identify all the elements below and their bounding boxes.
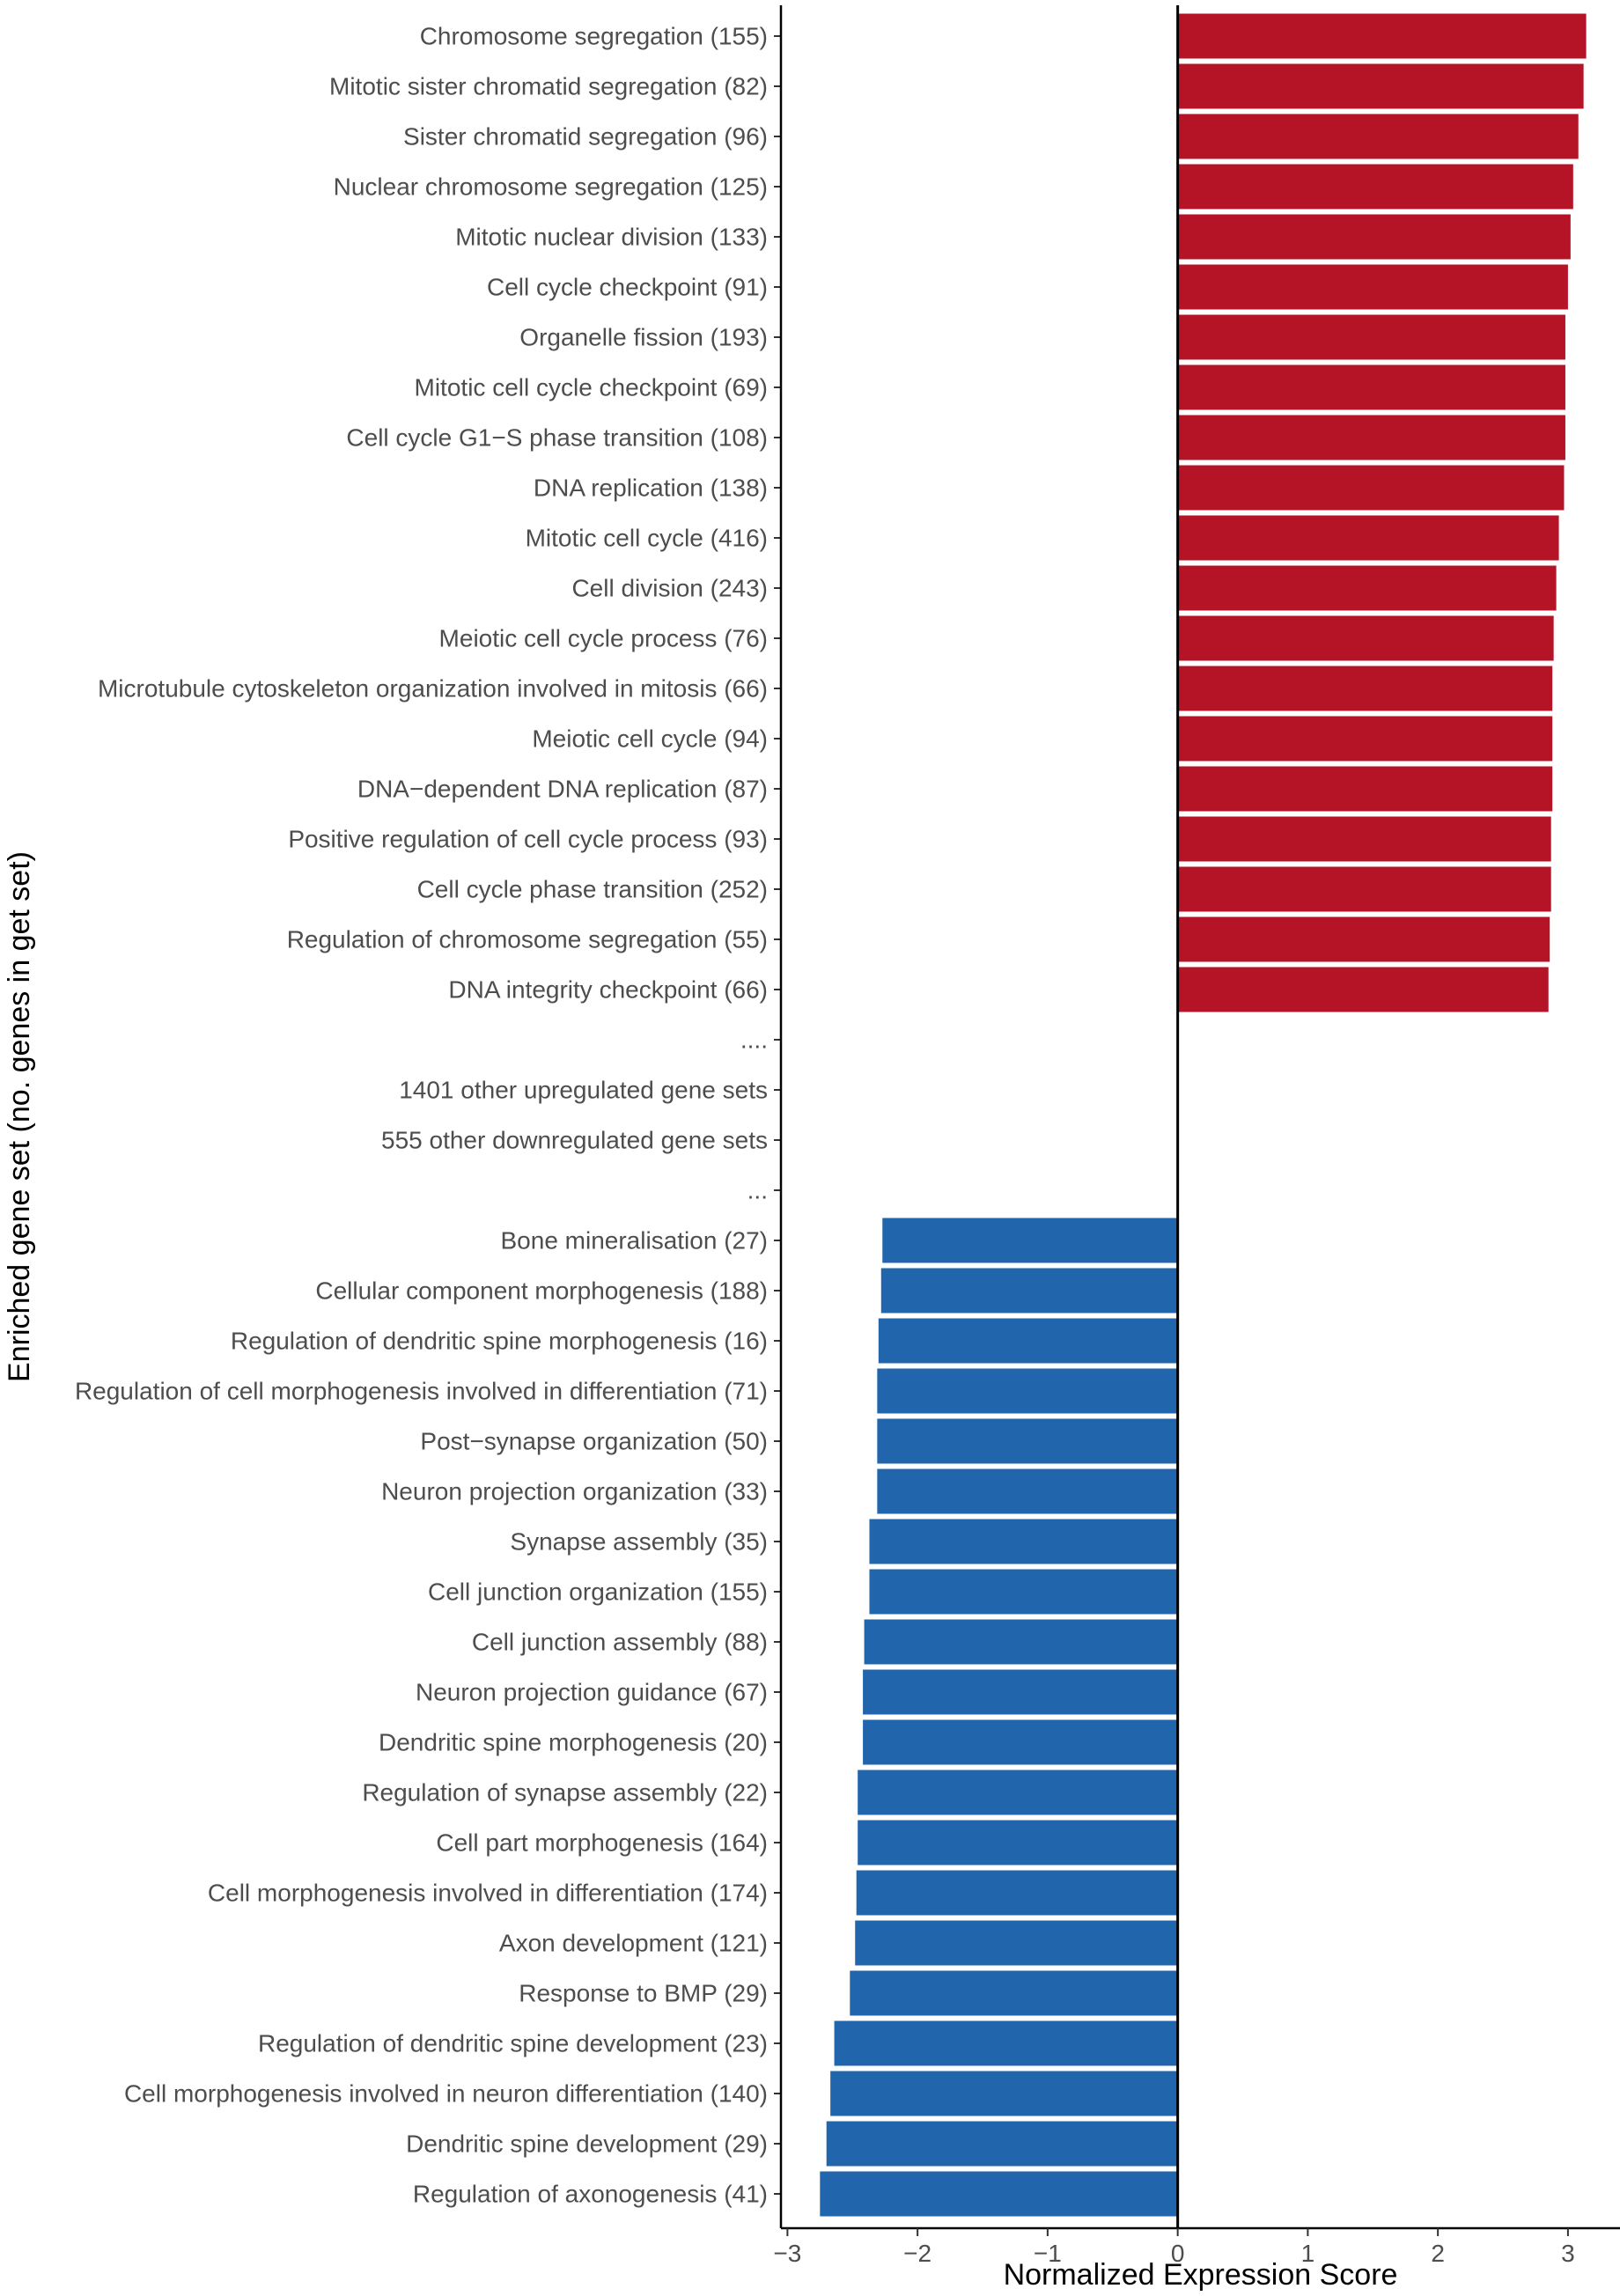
bar	[1177, 916, 1550, 962]
bar	[880, 1268, 1178, 1314]
category-label: Cell cycle G1−S phase transition (108)	[346, 424, 768, 452]
bar	[834, 2020, 1178, 2066]
bar	[1177, 63, 1584, 109]
bar	[1177, 766, 1553, 812]
bar	[1177, 364, 1565, 410]
category-label: Mitotic cell cycle (416)	[526, 525, 768, 552]
x-ticks: −3 −2 −1 0 1 2 3	[773, 2228, 1575, 2267]
category-label: Synapse assembly (35)	[510, 1528, 768, 1556]
category-label: Cell part morphogenesis (164)	[436, 1829, 768, 1857]
bar	[1177, 666, 1553, 711]
category-label: Sister chromatid segregation (96)	[403, 123, 768, 151]
category-label: Regulation of dendritic spine morphogene…	[231, 1328, 768, 1355]
category-label: Cell junction assembly (88)	[472, 1629, 768, 1656]
category-label: 555 other downregulated gene sets	[381, 1127, 768, 1154]
category-label: Positive regulation of cell cycle proces…	[288, 826, 768, 853]
category-label: Regulation of cell morphogenesis involve…	[75, 1378, 768, 1405]
bar	[864, 1619, 1178, 1665]
category-label: Neuron projection guidance (67)	[416, 1679, 768, 1706]
category-label: DNA integrity checkpoint (66)	[448, 976, 768, 1004]
category-label: Mitotic nuclear division (133)	[455, 224, 768, 251]
bar	[858, 1770, 1178, 1815]
bar	[856, 1870, 1178, 1916]
y-ticks	[774, 35, 781, 2195]
category-label: DNA replication (138)	[534, 475, 768, 502]
category-label: Regulation of chromosome segregation (55…	[287, 926, 768, 953]
bar	[1177, 866, 1551, 912]
bar	[1177, 13, 1587, 59]
category-label: ....	[740, 1027, 768, 1054]
category-label: Organelle fission (193)	[519, 324, 768, 351]
x-tick-label: 0	[1171, 2240, 1185, 2267]
bar	[863, 1669, 1178, 1715]
category-label: Dendritic spine morphogenesis (20)	[379, 1729, 768, 1756]
category-label: Bone mineralisation (27)	[501, 1227, 769, 1255]
bar	[858, 1820, 1178, 1866]
bar	[830, 2071, 1178, 2116]
category-label: ...	[747, 1177, 768, 1204]
category-label: 1401 other upregulated gene sets	[399, 1077, 768, 1104]
category-label: Regulation of axonogenesis (41)	[413, 2181, 768, 2208]
bar	[1177, 716, 1553, 762]
category-label: Cell morphogenesis involved in different…	[208, 1880, 768, 1907]
bar	[869, 1519, 1178, 1564]
bar	[877, 1368, 1178, 1414]
category-label: Cell division (243)	[571, 575, 768, 602]
bar	[1177, 415, 1565, 460]
category-labels: Chromosome segregation (155) Mitotic sist…	[75, 23, 768, 2208]
bar	[1177, 114, 1579, 159]
category-label: DNA−dependent DNA replication (87)	[357, 776, 768, 803]
category-label: Dendritic spine development (29)	[406, 2130, 768, 2158]
x-tick-label: 2	[1431, 2240, 1445, 2267]
category-label: Microtubule cytoskeleton organization in…	[98, 675, 768, 703]
bar	[1177, 967, 1549, 1012]
category-label: Cell cycle checkpoint (91)	[487, 274, 768, 301]
category-label: Cell junction organization (155)	[428, 1578, 768, 1606]
bar	[855, 1920, 1178, 1966]
category-label: Regulation of dendritic spine developmen…	[258, 2030, 768, 2057]
category-label: Nuclear chromosome segregation (125)	[334, 173, 768, 201]
bar	[863, 1719, 1178, 1765]
y-axis-title: Enriched gene set (no. genes in get set)	[3, 851, 36, 1382]
category-label: Response to BMP (29)	[519, 1980, 768, 2007]
category-label: Chromosome segregation (155)	[420, 23, 768, 50]
category-label: Mitotic cell cycle checkpoint (69)	[415, 374, 768, 401]
bar	[1177, 465, 1565, 511]
x-tick-label: −1	[1034, 2240, 1062, 2267]
bar	[869, 1569, 1178, 1615]
category-label: Regulation of synapse assembly (22)	[362, 1779, 768, 1807]
bars	[820, 13, 1587, 2217]
category-label: Mitotic sister chromatid segregation (82…	[329, 73, 768, 100]
bar	[1177, 515, 1559, 561]
bar	[1177, 615, 1554, 661]
category-label: Post−synapse organization (50)	[420, 1428, 768, 1455]
bar	[850, 1970, 1178, 2016]
bar	[1177, 264, 1568, 310]
category-label: Cellular component morphogenesis (188)	[315, 1277, 768, 1305]
category-label: Axon development (121)	[499, 1930, 768, 1957]
category-label: Neuron projection organization (33)	[381, 1478, 768, 1505]
category-label: Meiotic cell cycle process (76)	[439, 625, 768, 652]
bar	[877, 1418, 1178, 1464]
bar	[882, 1218, 1178, 1263]
category-label: Cell cycle phase transition (252)	[417, 876, 768, 903]
x-tick-label: −3	[773, 2240, 801, 2267]
bar	[877, 1468, 1178, 1514]
bar	[1177, 164, 1573, 210]
bar	[1177, 565, 1557, 611]
bar	[826, 2121, 1178, 2167]
bar	[1177, 214, 1571, 260]
category-label: Meiotic cell cycle (94)	[532, 725, 768, 753]
x-axis-title: Normalized Expression Score	[1004, 2258, 1398, 2292]
bar	[1177, 314, 1565, 360]
x-tick-label: 1	[1301, 2240, 1315, 2267]
category-label: Cell morphogenesis involved in neuron di…	[124, 2080, 768, 2108]
bar	[820, 2171, 1178, 2217]
bar	[1177, 816, 1551, 862]
x-tick-label: 3	[1561, 2240, 1575, 2267]
bar	[878, 1318, 1178, 1364]
x-tick-label: −2	[903, 2240, 932, 2267]
